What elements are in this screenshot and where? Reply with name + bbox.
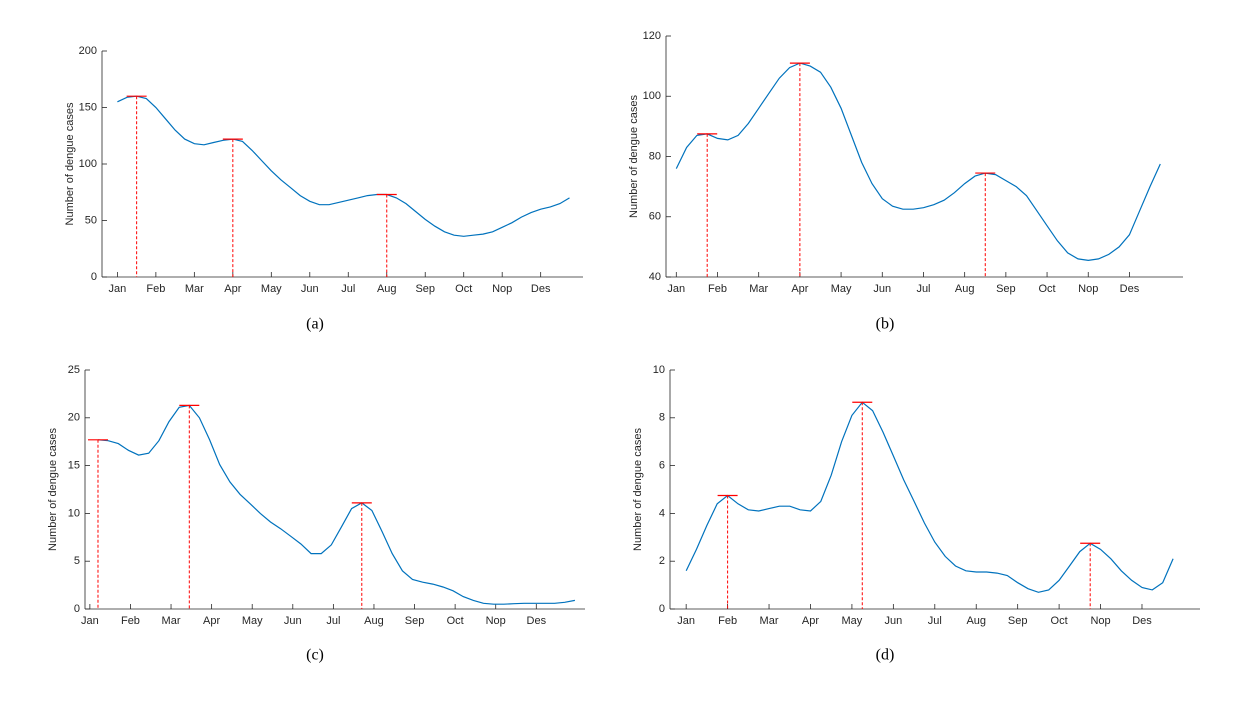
data-line [117, 95, 570, 237]
x-tick-label: Mar [185, 283, 204, 295]
x-tick-label: Mar [749, 283, 768, 295]
x-tick-label: Nop [486, 615, 506, 627]
x-tick-label: Oct [1051, 615, 1068, 627]
x-tick-label: Feb [121, 615, 140, 627]
y-tick-label: 2 [659, 555, 665, 567]
x-tick-label: Oct [455, 283, 472, 295]
x-tick-label: Aug [955, 283, 975, 295]
x-tick-label: Jul [326, 615, 340, 627]
y-tick-label: 0 [74, 603, 80, 615]
x-tick-label: Feb [146, 283, 165, 295]
x-tick-label: Des [531, 283, 551, 295]
y-tick-label: 60 [649, 211, 661, 223]
data-line [675, 62, 1161, 262]
x-tick-label: Jan [81, 615, 99, 627]
y-tick-label: 5 [74, 555, 80, 567]
x-tick-label: Mar [162, 615, 181, 627]
x-tick-label: Jul [341, 283, 355, 295]
x-tick-label: Jan [677, 615, 695, 627]
x-tick-label: May [831, 283, 852, 295]
x-tick-label: Nop [1090, 615, 1110, 627]
x-tick-label: Sep [415, 283, 435, 295]
y-tick-label: 120 [643, 30, 661, 42]
y-axis-label: Number of dengue cases [47, 428, 59, 551]
x-tick-label: Jun [873, 283, 891, 295]
x-tick-label: Apr [791, 283, 808, 295]
x-tick-label: Jul [928, 615, 942, 627]
x-tick-label: Jun [284, 615, 302, 627]
x-tick-label: Jul [916, 283, 930, 295]
y-tick-label: 10 [653, 364, 665, 376]
x-tick-label: Mar [760, 615, 779, 627]
x-tick-label: Jan [109, 283, 127, 295]
x-tick-label: Des [1120, 283, 1140, 295]
y-tick-label: 8 [659, 412, 665, 424]
subplot-caption: (b) [876, 316, 895, 333]
x-tick-label: Des [1132, 615, 1152, 627]
y-tick-label: 100 [643, 90, 661, 102]
x-tick-label: Jun [884, 615, 902, 627]
x-tick-label: Aug [377, 283, 397, 295]
x-tick-label: Feb [708, 283, 727, 295]
data-line [685, 401, 1174, 593]
y-tick-label: 6 [659, 460, 665, 472]
y-tick-label: 15 [68, 460, 80, 472]
x-tick-label: Jun [301, 283, 319, 295]
y-tick-label: 200 [79, 45, 97, 57]
x-tick-label: Aug [364, 615, 384, 627]
subplot-caption: (d) [876, 647, 895, 664]
y-tick-label: 0 [659, 603, 665, 615]
x-tick-label: Apr [802, 615, 819, 627]
x-tick-label: Sep [996, 283, 1016, 295]
x-tick-label: Sep [405, 615, 425, 627]
x-tick-label: Apr [203, 615, 220, 627]
x-tick-label: Nop [1078, 283, 1098, 295]
x-tick-label: Oct [447, 615, 464, 627]
x-tick-label: Jan [667, 283, 685, 295]
x-tick-label: Oct [1038, 283, 1055, 295]
y-tick-label: 0 [91, 271, 97, 283]
y-tick-label: 4 [659, 507, 665, 519]
y-tick-label: 50 [85, 214, 97, 226]
x-tick-label: May [242, 615, 263, 627]
y-axis-label: Number of dengue cases [632, 428, 644, 551]
y-tick-label: 25 [68, 364, 80, 376]
x-tick-label: Sep [1008, 615, 1028, 627]
x-tick-label: Aug [966, 615, 986, 627]
x-tick-label: May [842, 615, 863, 627]
y-tick-label: 20 [68, 412, 80, 424]
y-axis-label: Number of dengue cases [628, 95, 640, 218]
x-tick-label: May [261, 283, 282, 295]
subplot-caption: (a) [306, 316, 324, 333]
subplot-caption: (c) [306, 647, 324, 664]
data-line [97, 404, 576, 605]
x-tick-label: Nop [492, 283, 512, 295]
y-axis-label: Number of dengue cases [64, 102, 76, 225]
y-tick-label: 100 [79, 158, 97, 170]
x-tick-label: Des [527, 615, 547, 627]
x-tick-label: Apr [224, 283, 241, 295]
x-tick-label: Feb [718, 615, 737, 627]
y-tick-label: 150 [79, 101, 97, 113]
y-tick-label: 80 [649, 150, 661, 162]
y-tick-label: 10 [68, 507, 80, 519]
y-tick-label: 40 [649, 271, 661, 283]
